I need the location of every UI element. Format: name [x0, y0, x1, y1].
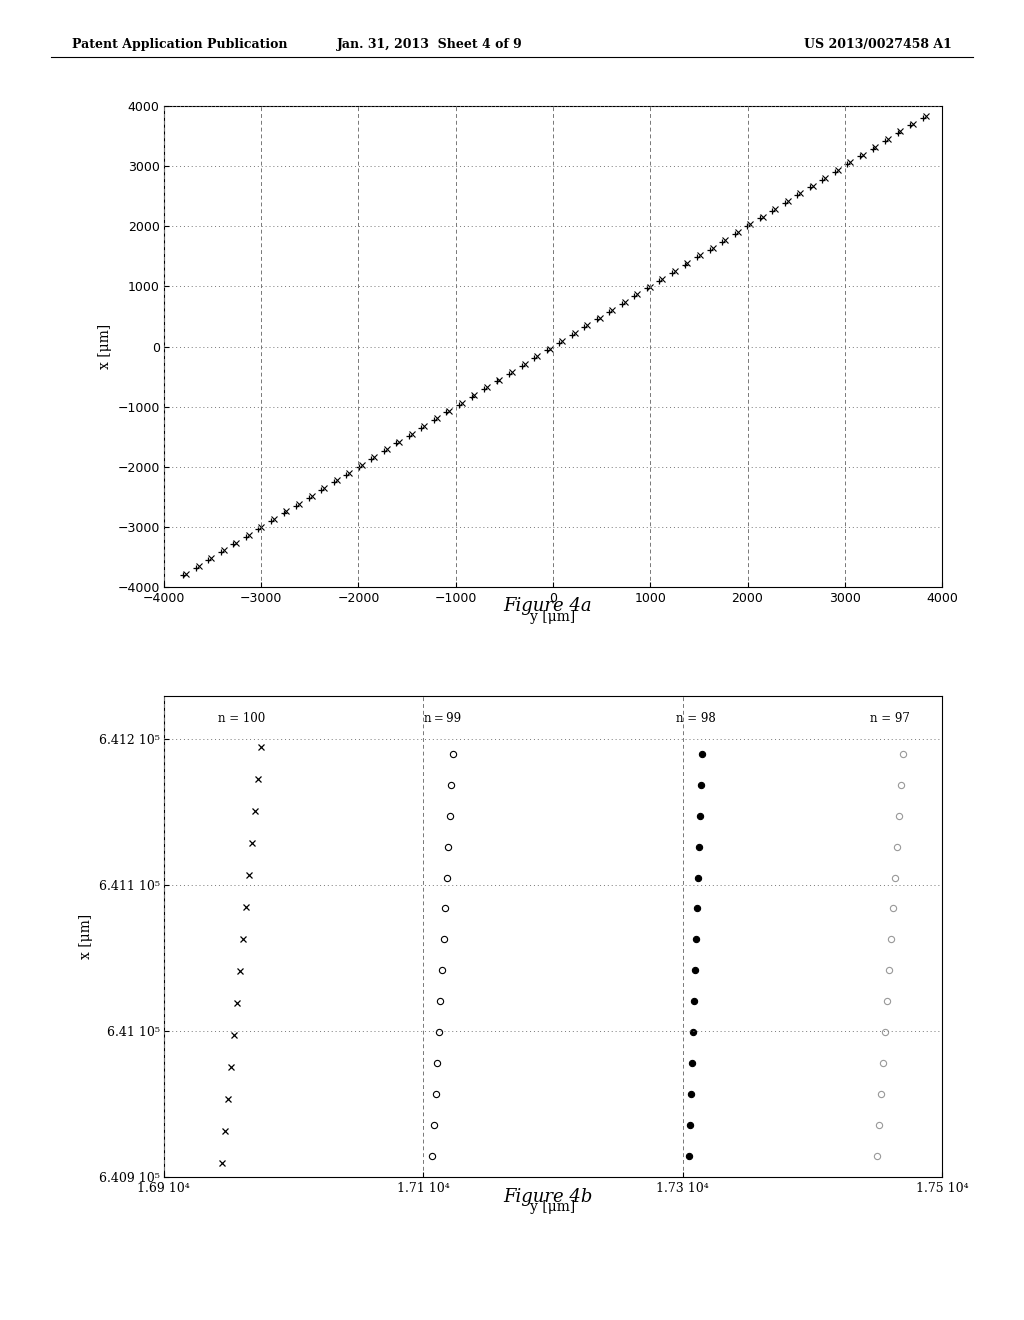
- Text: Figure 4b: Figure 4b: [503, 1188, 593, 1206]
- Text: Figure 4a: Figure 4a: [504, 597, 592, 615]
- Y-axis label: x [μm]: x [μm]: [79, 913, 93, 960]
- Text: Patent Application Publication: Patent Application Publication: [72, 38, 287, 51]
- Text: n = 99: n = 99: [424, 711, 461, 725]
- Text: n = 98: n = 98: [676, 711, 716, 725]
- Text: n = 100: n = 100: [218, 711, 265, 725]
- Y-axis label: x [μm]: x [μm]: [97, 323, 112, 370]
- X-axis label: y [μm]: y [μm]: [530, 610, 575, 624]
- X-axis label: y [μm]: y [μm]: [530, 1200, 575, 1214]
- Text: n = 97: n = 97: [870, 711, 910, 725]
- Text: Jan. 31, 2013  Sheet 4 of 9: Jan. 31, 2013 Sheet 4 of 9: [337, 38, 523, 51]
- Text: US 2013/0027458 A1: US 2013/0027458 A1: [805, 38, 952, 51]
